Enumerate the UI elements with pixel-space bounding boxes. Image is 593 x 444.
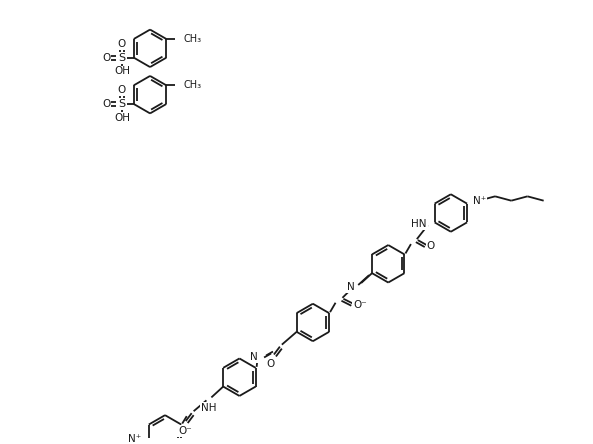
Text: OH: OH (114, 113, 130, 123)
Text: N: N (346, 282, 354, 292)
Text: N⁺: N⁺ (473, 196, 486, 206)
Text: O: O (118, 85, 126, 95)
Text: O: O (102, 53, 110, 63)
Text: O: O (427, 241, 435, 251)
Text: OH: OH (114, 67, 130, 76)
Text: NH: NH (200, 403, 216, 413)
Text: S: S (119, 53, 126, 63)
Text: N: N (250, 353, 258, 362)
Text: O: O (118, 39, 126, 49)
Text: N⁺: N⁺ (127, 434, 141, 444)
Text: CH₃: CH₃ (183, 34, 201, 44)
Text: HN: HN (411, 219, 427, 230)
Text: O: O (267, 360, 275, 369)
Text: S: S (119, 99, 126, 109)
Text: O: O (102, 99, 110, 109)
Text: O⁻: O⁻ (353, 300, 367, 310)
Text: O⁻: O⁻ (178, 426, 192, 436)
Text: CH₃: CH₃ (183, 80, 201, 90)
